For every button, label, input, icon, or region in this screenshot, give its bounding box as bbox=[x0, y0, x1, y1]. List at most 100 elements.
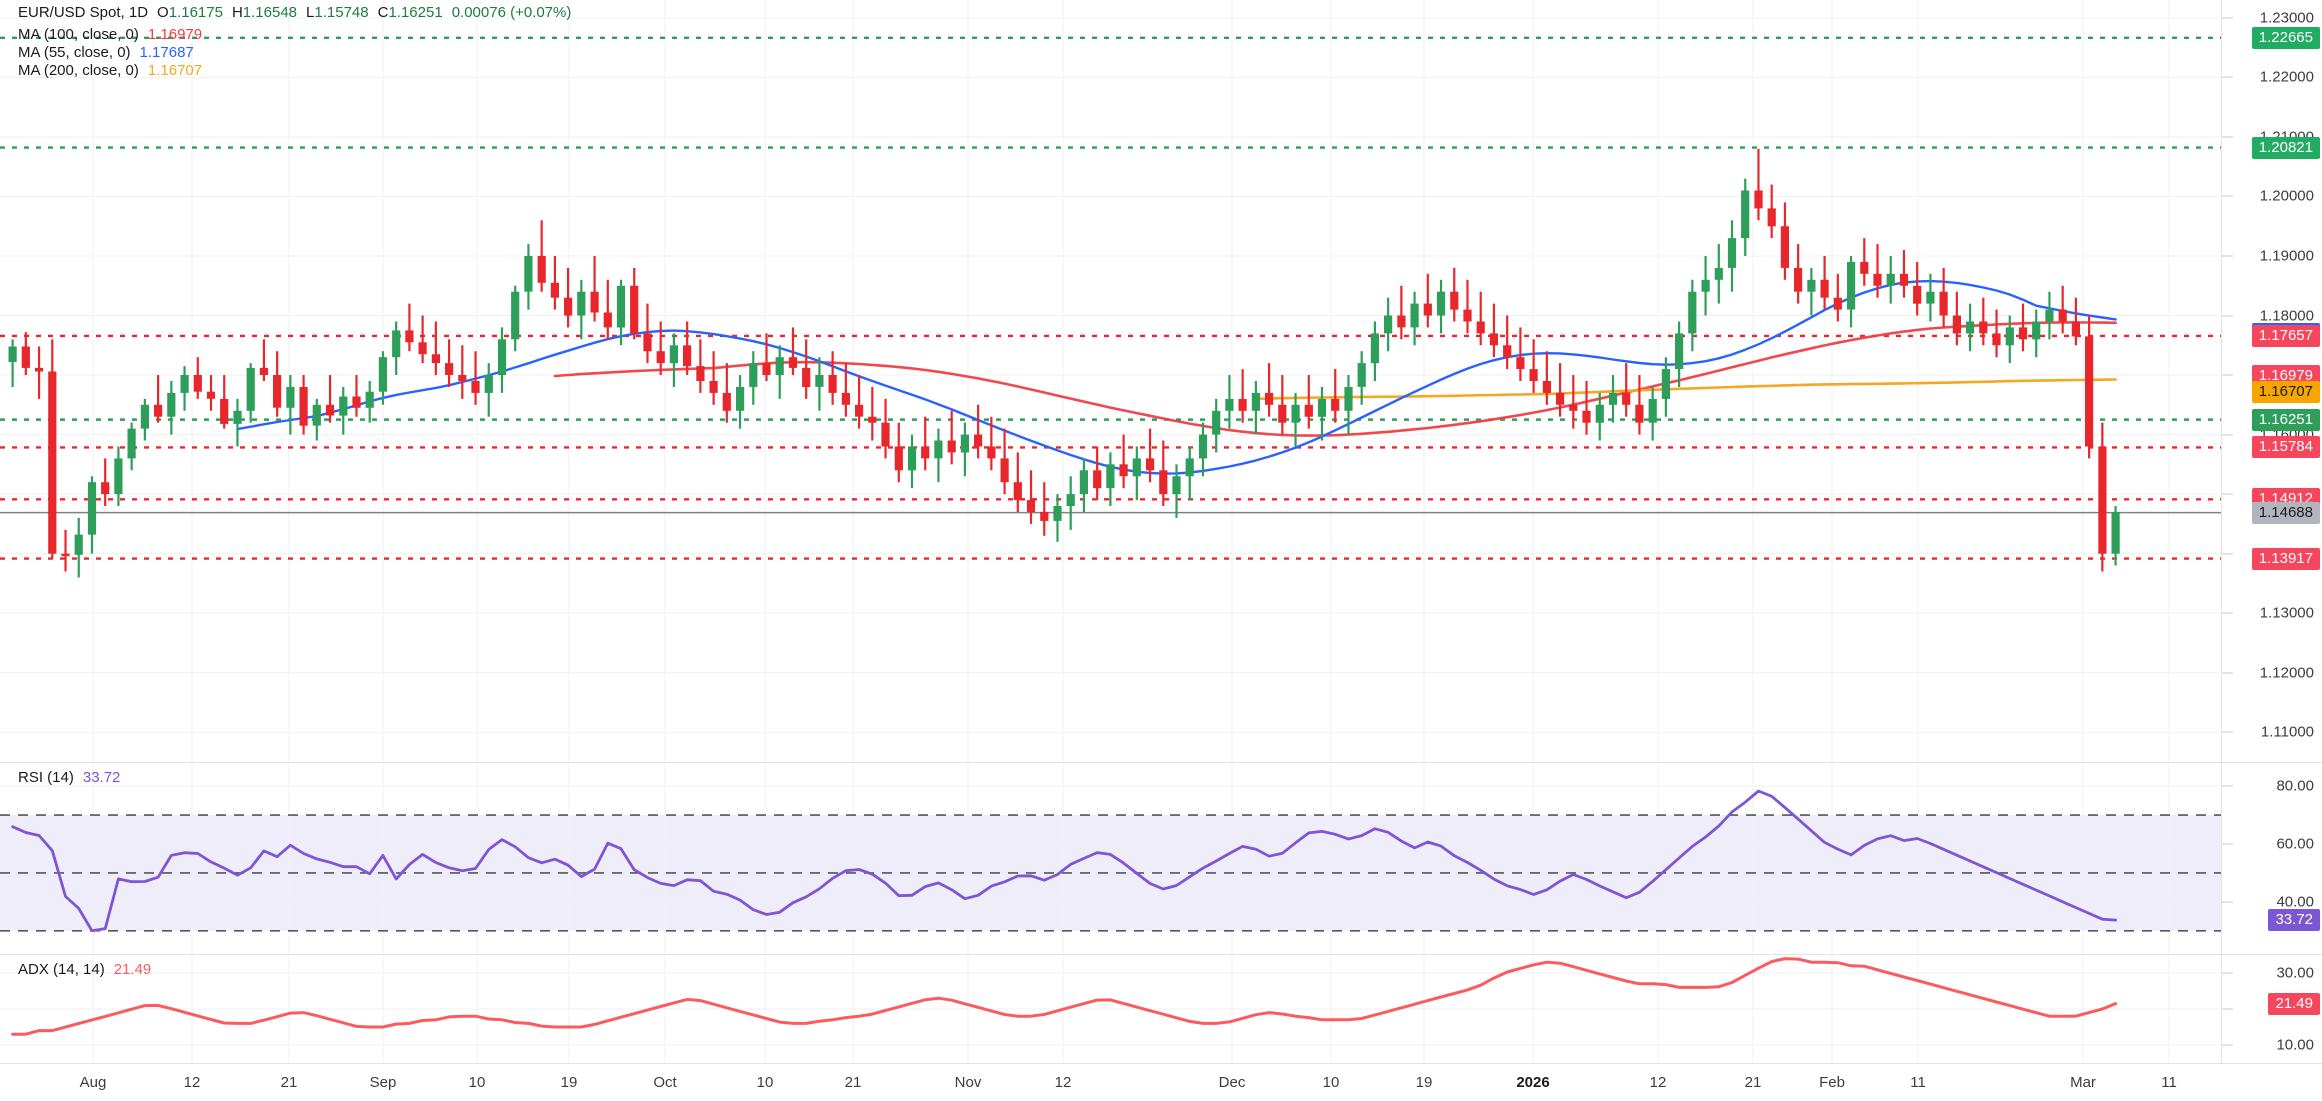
candle bbox=[1172, 464, 1181, 518]
price-badge[interactable]: 1.22665 bbox=[2251, 26, 2320, 49]
rsi-tick-label: 60.00 bbox=[2276, 835, 2314, 853]
time-axis-label: 12 bbox=[1649, 1074, 1667, 1091]
price-tick-line bbox=[2222, 672, 2233, 674]
candle bbox=[947, 410, 956, 465]
time-axis-label: 10 bbox=[468, 1074, 486, 1091]
candle bbox=[788, 327, 798, 376]
time-axis[interactable]: Aug 12 21 Sep 10 19 Oct 10 21 Nov 12 Dec 10 19 2026 12 2… bbox=[0, 1063, 2322, 1101]
candle bbox=[1251, 381, 1260, 435]
price-badge[interactable]: 1.15784 bbox=[2251, 436, 2320, 459]
candle bbox=[894, 422, 903, 483]
candle bbox=[921, 416, 930, 471]
candle bbox=[1913, 261, 1922, 316]
rsi-chart-svg bbox=[0, 763, 2222, 954]
candle bbox=[550, 255, 559, 310]
candle bbox=[1357, 351, 1366, 405]
adx-tick-line bbox=[2222, 1044, 2233, 1046]
candle bbox=[1384, 297, 1393, 352]
candle bbox=[1317, 386, 1327, 441]
candle bbox=[1238, 369, 1247, 423]
candle bbox=[180, 366, 189, 411]
candle bbox=[1952, 291, 1961, 346]
candle bbox=[511, 285, 520, 352]
ohlc-low: L1.15748 bbox=[306, 4, 369, 21]
ohlc-change: 0.00076 (+0.07%) bbox=[451, 4, 572, 21]
price-plot-area[interactable] bbox=[0, 0, 2222, 762]
candle bbox=[312, 398, 321, 441]
candle bbox=[1807, 267, 1816, 316]
candle bbox=[2058, 285, 2067, 334]
adx-plot-area[interactable] bbox=[0, 955, 2222, 1064]
candle bbox=[960, 422, 969, 477]
legend-rsi[interactable]: RSI (14) 33.72 bbox=[18, 769, 120, 786]
ma200-value: 1.16707 bbox=[147, 62, 203, 79]
time-axis-label: 12 bbox=[1054, 1074, 1072, 1091]
candle bbox=[1979, 297, 1988, 346]
rsi-axis[interactable]: 80.00 60.00 40.00 33.72 bbox=[2221, 763, 2322, 955]
time-axis-label: Nov bbox=[954, 1074, 982, 1091]
candle bbox=[1423, 273, 1432, 328]
candle bbox=[2111, 506, 2120, 566]
legend-ohlc-row: EUR/USD Spot, 1D O1.16175 H1.16548 L1.15748… bbox=[18, 4, 571, 21]
price-badge[interactable]: 1.20821 bbox=[2251, 136, 2320, 159]
time-axis-label: 10 bbox=[1322, 1074, 1340, 1091]
candle bbox=[736, 375, 745, 429]
candle bbox=[775, 345, 784, 399]
candle bbox=[1119, 434, 1128, 489]
candle bbox=[1556, 363, 1565, 417]
price-badge[interactable]: 1.13917 bbox=[2251, 547, 2320, 570]
candle bbox=[564, 267, 573, 328]
price-badge[interactable]: 1.16707 bbox=[2251, 381, 2320, 404]
adx-tick-label: 30.00 bbox=[2276, 964, 2314, 982]
candle bbox=[484, 363, 493, 417]
candle bbox=[1701, 255, 1710, 316]
time-axis-label: 2026 bbox=[1516, 1074, 1550, 1091]
candle bbox=[273, 351, 282, 417]
candle bbox=[48, 339, 57, 559]
time-axis-label: 12 bbox=[183, 1074, 201, 1091]
price-badge[interactable]: 1.17657 bbox=[2251, 324, 2320, 347]
candle bbox=[259, 339, 268, 381]
rsi-tick-line bbox=[2222, 843, 2233, 845]
candle bbox=[1516, 327, 1525, 381]
price-badge[interactable]: 1.16251 bbox=[2251, 408, 2320, 431]
candle bbox=[1436, 279, 1446, 334]
legend-ma55[interactable]: MA (55, close, 0) 1.17687 bbox=[18, 44, 194, 61]
legend-ma200[interactable]: MA (200, close, 0) 1.16707 bbox=[18, 62, 202, 79]
candle bbox=[127, 422, 136, 471]
price-pane[interactable]: 1.230001.220001.210001.200001.190001.180… bbox=[0, 0, 2322, 762]
candle bbox=[1542, 351, 1551, 405]
legend-adx[interactable]: ADX (14, 14) 21.49 bbox=[18, 961, 151, 978]
time-axis-label: Dec bbox=[1218, 1074, 1246, 1091]
candle bbox=[458, 345, 467, 399]
candle bbox=[590, 255, 599, 322]
price-badge[interactable]: 1.14688 bbox=[2251, 501, 2320, 524]
candle bbox=[669, 333, 678, 387]
candle bbox=[497, 327, 507, 393]
price-axis[interactable]: 1.230001.220001.210001.200001.190001.180… bbox=[2221, 0, 2322, 762]
adx-label: ADX (14, 14) bbox=[18, 961, 105, 978]
candle bbox=[61, 529, 70, 572]
price-tick-line bbox=[2222, 255, 2233, 257]
candle bbox=[365, 381, 374, 423]
rsi-pane[interactable]: 80.00 60.00 40.00 33.72 RSI (14) 33.72 bbox=[0, 762, 2322, 955]
candle bbox=[1132, 446, 1141, 501]
candle bbox=[445, 339, 454, 387]
candle bbox=[1886, 255, 1895, 304]
price-chart-svg bbox=[0, 0, 2222, 762]
rsi-badge[interactable]: 33.72 bbox=[2268, 909, 2320, 932]
candle bbox=[378, 351, 387, 405]
rsi-plot-area[interactable] bbox=[0, 763, 2222, 955]
price-tick-label: 1.19000 bbox=[2259, 247, 2314, 265]
ma100-label: MA (100, close, 0) bbox=[18, 26, 139, 43]
legend-ma100[interactable]: MA (100, close, 0) 1.16979 bbox=[18, 26, 202, 43]
candle bbox=[405, 303, 414, 352]
candle bbox=[881, 398, 890, 459]
candle bbox=[2018, 303, 2028, 352]
candle bbox=[246, 363, 255, 423]
rsi-tick-line bbox=[2222, 901, 2233, 903]
candle bbox=[722, 363, 731, 423]
adx-badge[interactable]: 21.49 bbox=[2268, 992, 2320, 1015]
